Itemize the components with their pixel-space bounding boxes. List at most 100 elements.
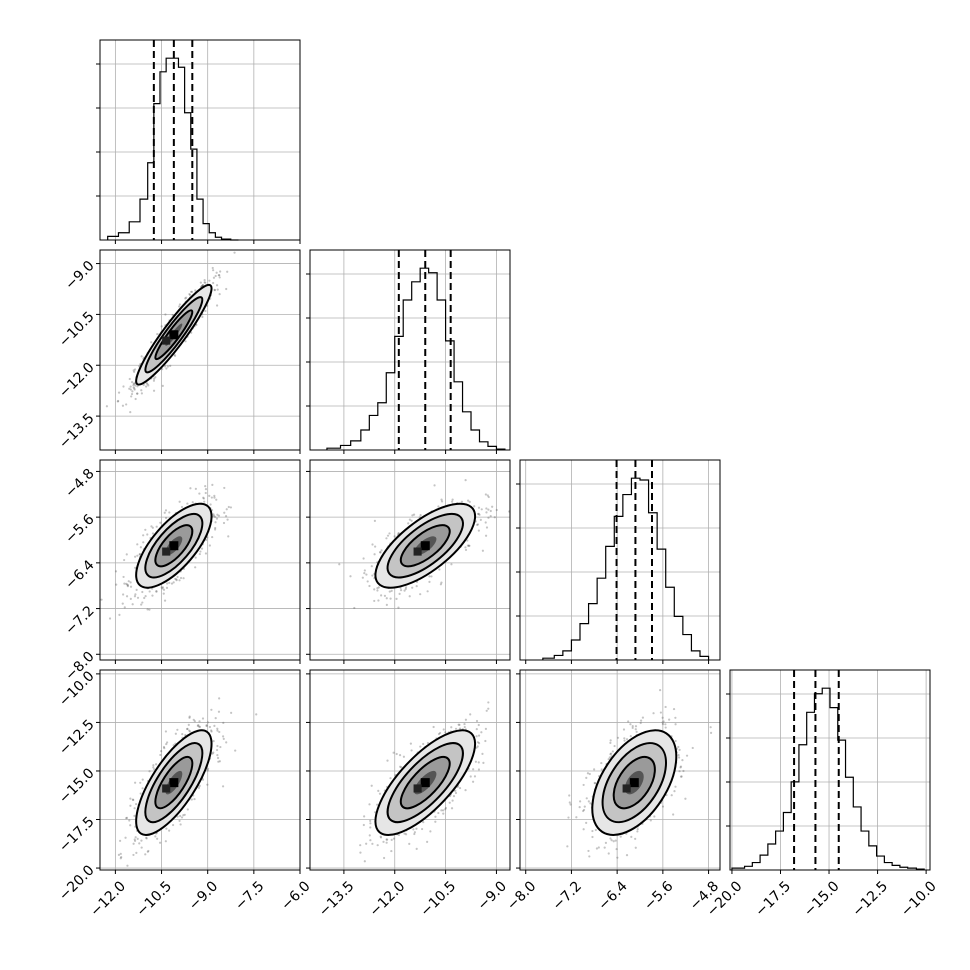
scatter-point xyxy=(131,390,134,393)
scatter-point xyxy=(477,506,481,509)
scatter-point xyxy=(129,804,132,807)
scatter-point xyxy=(389,777,392,780)
scatter-point xyxy=(662,720,665,723)
scatter-point xyxy=(197,786,201,789)
scatter-point xyxy=(146,850,149,853)
scatter-point xyxy=(145,836,148,839)
scatter-point xyxy=(691,746,694,750)
scatter-point xyxy=(215,271,218,274)
scatter-point xyxy=(223,511,226,514)
scatter-point xyxy=(204,485,207,488)
scatter-point xyxy=(204,488,208,491)
scatter-point xyxy=(211,266,214,270)
scatter-point xyxy=(129,388,132,391)
scatter-point xyxy=(163,511,166,514)
scatter-point xyxy=(378,792,382,795)
scatter-point xyxy=(222,721,225,724)
scatter-point xyxy=(467,544,470,547)
scatter-point xyxy=(229,506,233,509)
scatter-point xyxy=(204,309,207,313)
scatter-point xyxy=(403,589,406,592)
scatter-point xyxy=(116,400,119,403)
scatter-point xyxy=(191,501,194,504)
scatter-point xyxy=(133,370,136,373)
scatter-point xyxy=(466,544,470,547)
scatter-point xyxy=(385,603,388,606)
scatter-point xyxy=(609,753,612,756)
scatter-point xyxy=(487,707,490,710)
marginal-panel-3 xyxy=(726,669,931,874)
scatter-point xyxy=(361,576,364,579)
scatter-point xyxy=(409,742,412,745)
scatter-point xyxy=(178,303,182,306)
scatter-point xyxy=(442,728,445,731)
density-peak xyxy=(169,778,179,788)
scatter-point xyxy=(216,744,219,748)
scatter-point xyxy=(126,585,129,588)
scatter-point xyxy=(230,711,233,714)
scatter-point xyxy=(197,723,200,727)
scatter-point xyxy=(117,853,121,857)
panel-content xyxy=(520,670,720,870)
scatter-point xyxy=(419,745,422,748)
scatter-point xyxy=(126,584,129,587)
scatter-point xyxy=(487,495,490,499)
scatter-point xyxy=(410,519,413,522)
scatter-point xyxy=(212,281,215,285)
scatter-point xyxy=(484,521,487,524)
scatter-point xyxy=(214,716,217,720)
scatter-point xyxy=(128,819,131,822)
scatter-point xyxy=(408,518,412,521)
scatter-point xyxy=(125,553,128,556)
scatter-point xyxy=(165,742,168,746)
scatter-point xyxy=(568,801,571,804)
scatter-point xyxy=(404,586,408,589)
scatter-point xyxy=(119,857,122,860)
scatter-point xyxy=(147,849,150,853)
scatter-point xyxy=(132,853,135,857)
scatter-point xyxy=(450,726,453,729)
scatter-point xyxy=(373,519,376,522)
scatter-point xyxy=(464,479,467,482)
scatter-point xyxy=(134,781,137,784)
scatter-point xyxy=(129,824,132,827)
scatter-point xyxy=(187,723,190,726)
scatter-point xyxy=(476,745,479,748)
scatter-point xyxy=(451,498,454,501)
scatter-point xyxy=(402,755,405,758)
scatter-point xyxy=(380,549,383,552)
scatter-point xyxy=(395,597,398,600)
scatter-point xyxy=(588,855,591,858)
scatter-point xyxy=(125,582,128,585)
scatter-point xyxy=(169,364,172,367)
scatter-point xyxy=(133,839,137,842)
scatter-point xyxy=(407,522,410,525)
scatter-point xyxy=(373,599,376,603)
scatter-point xyxy=(129,797,132,800)
scatter-point xyxy=(186,727,189,730)
scatter-point xyxy=(440,498,443,501)
scatter-point xyxy=(179,823,182,826)
scatter-point xyxy=(141,787,144,790)
scatter-point xyxy=(382,856,386,860)
scatter-point xyxy=(213,494,216,497)
scatter-point xyxy=(141,778,144,781)
scatter-point xyxy=(472,768,475,771)
scatter-point xyxy=(117,391,121,394)
scatter-point xyxy=(160,750,163,753)
scatter-point xyxy=(438,568,441,571)
scatter-point xyxy=(166,365,170,368)
scatter-point xyxy=(136,554,139,557)
scatter-point xyxy=(189,290,193,293)
scatter-point xyxy=(206,783,209,786)
scatter-point xyxy=(408,842,411,845)
scatter-point xyxy=(210,496,213,499)
scatter-point xyxy=(474,760,477,763)
scatter-point xyxy=(179,814,182,818)
histogram-step xyxy=(326,267,506,450)
scatter-point xyxy=(201,284,204,287)
scatter-point xyxy=(131,603,134,606)
scatter-point xyxy=(376,589,379,592)
scatter-point xyxy=(130,380,134,384)
scatter-point xyxy=(182,814,185,817)
